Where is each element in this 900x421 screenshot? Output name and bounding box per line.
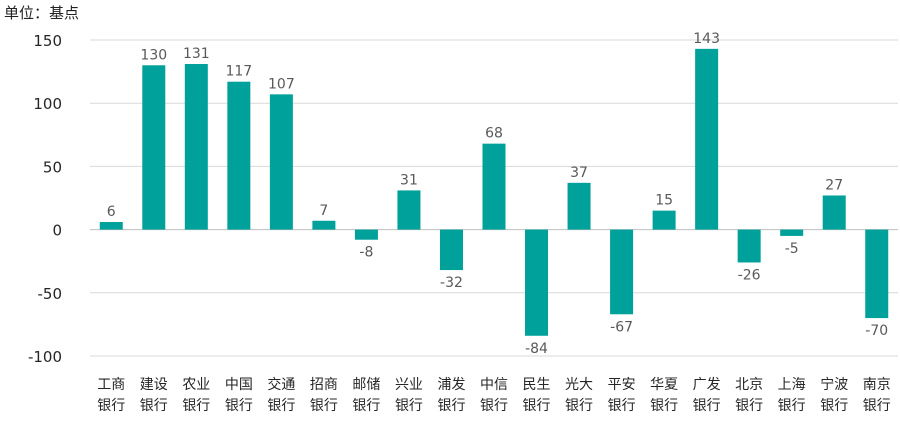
data-label: -32 [440, 275, 463, 291]
bar [652, 210, 676, 230]
x-tick-label: 中国银行 [225, 377, 253, 414]
data-label: -5 [785, 241, 799, 257]
y-tick-label: -100 [28, 348, 62, 366]
data-label: 117 [225, 64, 252, 80]
x-tick-label: 南京银行 [863, 377, 891, 414]
y-tick-label: -50 [38, 285, 63, 303]
x-tick-label: 中信银行 [480, 377, 508, 414]
bar [737, 229, 761, 263]
unit-label: 单位：基点 [4, 4, 80, 22]
bar [354, 229, 378, 240]
bar [184, 64, 208, 230]
x-tick-label: 民生银行 [523, 377, 551, 414]
y-tick-label: 100 [33, 95, 62, 113]
data-label: -84 [525, 341, 548, 357]
bar [439, 229, 463, 271]
x-tick-label: 平安银行 [608, 377, 636, 414]
bar [482, 143, 506, 230]
x-tick-label: 交通银行 [267, 376, 295, 414]
data-label: -67 [610, 319, 633, 335]
bar [99, 222, 123, 230]
x-tick-label: 兴业银行 [395, 377, 423, 414]
data-label: 131 [183, 46, 210, 62]
data-label: 37 [570, 165, 588, 181]
y-tick-label: 150 [33, 32, 62, 50]
x-tick-label: 光大银行 [565, 377, 593, 414]
bar [822, 195, 846, 230]
data-label: 107 [268, 76, 295, 92]
bar [695, 48, 719, 230]
x-tick-label: 广发银行 [693, 377, 721, 414]
bar [567, 182, 591, 230]
bar [780, 229, 804, 236]
bar [269, 94, 293, 230]
data-label: -70 [865, 323, 888, 339]
data-label: 6 [107, 204, 116, 220]
x-tick-label: 北京银行 [735, 377, 763, 414]
data-label: 15 [655, 193, 673, 209]
bar [525, 229, 549, 336]
bar [610, 229, 634, 315]
x-tick-label: 上海银行 [778, 377, 806, 414]
x-tick-label: 华夏银行 [650, 377, 678, 414]
data-label: -8 [359, 245, 373, 261]
data-label: 143 [693, 31, 720, 47]
x-tick-label: 农业银行 [182, 377, 210, 414]
x-tick-label: 招商银行 [310, 377, 338, 414]
y-tick-label: 50 [43, 158, 62, 176]
x-tick-label: 建设银行 [140, 377, 168, 414]
data-label: 130 [140, 47, 167, 63]
bar [865, 229, 889, 319]
x-tick-label: 浦发银行 [437, 377, 465, 414]
data-label: 27 [825, 177, 843, 193]
bar [227, 81, 251, 230]
bar [312, 220, 336, 230]
x-tick-label: 工商银行 [97, 377, 125, 414]
data-label: -26 [738, 267, 761, 283]
data-label: 31 [400, 172, 418, 188]
data-label: 68 [485, 126, 503, 142]
x-tick-label: 邮储银行 [352, 377, 380, 414]
bar [397, 190, 421, 230]
y-tick-label: 0 [52, 222, 62, 240]
x-tick-label: 宁波银行 [820, 376, 848, 414]
bar [142, 65, 166, 230]
data-label: 7 [319, 203, 328, 219]
